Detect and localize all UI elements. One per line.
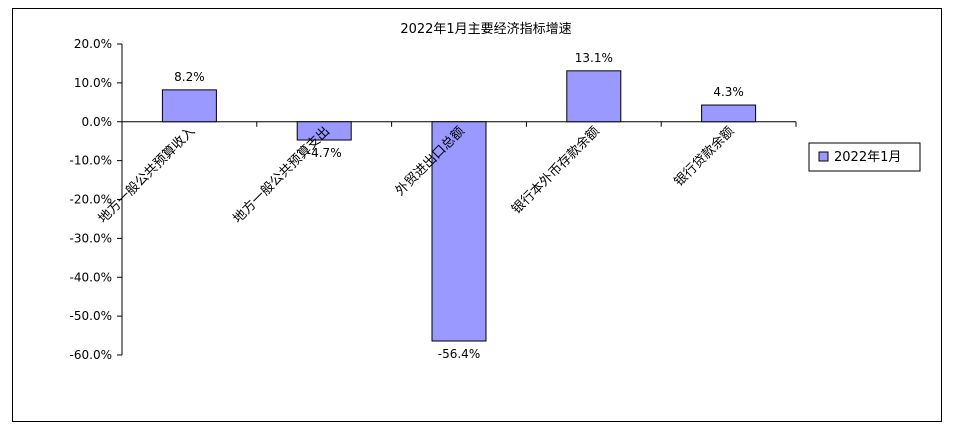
x-category-label: 地方一般公共预算支出	[230, 123, 333, 226]
data-label: -56.4%	[438, 347, 480, 361]
y-tick-label: -40.0%	[70, 270, 112, 284]
data-label: -4.7%	[307, 146, 342, 160]
y-tick-label: 10.0%	[74, 76, 112, 90]
bar	[566, 70, 622, 123]
legend: 2022年1月	[808, 142, 921, 172]
y-tick-label: 20.0%	[74, 37, 112, 51]
legend-entry: 2022年1月	[834, 150, 901, 165]
x-category-label: 地方一般公共预算收入	[95, 123, 198, 226]
data-label: 13.1%	[575, 51, 613, 65]
y-tick-label: -60.0%	[70, 348, 112, 362]
bar	[296, 121, 352, 141]
data-label: 8.2%	[174, 70, 205, 84]
bar	[701, 104, 757, 123]
x-category-label: 银行本外币存款余额	[509, 123, 603, 217]
x-category-label: 银行贷款余额	[671, 123, 737, 189]
y-tick-label: 0.0%	[82, 115, 113, 129]
y-tick-label: -20.0%	[70, 193, 112, 207]
legend-swatch	[818, 151, 829, 162]
chart-title: 2022年1月主要经济指标增速	[400, 22, 571, 37]
y-tick-label: -50.0%	[70, 309, 112, 323]
data-label: 4.3%	[713, 85, 744, 99]
y-tick-label: -10.0%	[70, 154, 112, 168]
bar	[161, 89, 217, 123]
bar	[431, 121, 487, 342]
y-tick-label: -30.0%	[70, 231, 112, 245]
